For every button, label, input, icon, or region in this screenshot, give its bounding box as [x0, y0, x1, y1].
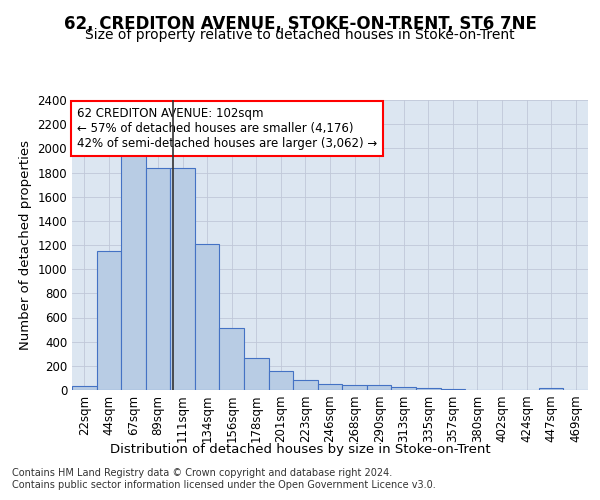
- Bar: [342, 384, 367, 390]
- Bar: [170, 168, 195, 390]
- Y-axis label: Number of detached properties: Number of detached properties: [19, 140, 32, 350]
- Bar: [146, 168, 170, 390]
- Bar: [97, 251, 121, 390]
- Bar: [367, 385, 391, 390]
- Bar: [539, 388, 563, 390]
- Bar: [195, 244, 220, 390]
- Bar: [220, 328, 244, 390]
- Text: Contains HM Land Registry data © Crown copyright and database right 2024.: Contains HM Land Registry data © Crown c…: [12, 468, 392, 477]
- Text: 62 CREDITON AVENUE: 102sqm
← 57% of detached houses are smaller (4,176)
42% of s: 62 CREDITON AVENUE: 102sqm ← 57% of deta…: [77, 108, 377, 150]
- Bar: [416, 388, 440, 390]
- Bar: [293, 380, 318, 390]
- Bar: [244, 358, 269, 390]
- Text: Distribution of detached houses by size in Stoke-on-Trent: Distribution of detached houses by size …: [110, 442, 490, 456]
- Bar: [269, 372, 293, 390]
- Text: Contains public sector information licensed under the Open Government Licence v3: Contains public sector information licen…: [12, 480, 436, 490]
- Bar: [440, 389, 465, 390]
- Bar: [72, 386, 97, 390]
- Bar: [318, 384, 342, 390]
- Bar: [391, 387, 416, 390]
- Text: 62, CREDITON AVENUE, STOKE-ON-TRENT, ST6 7NE: 62, CREDITON AVENUE, STOKE-ON-TRENT, ST6…: [64, 15, 536, 33]
- Bar: [121, 154, 146, 390]
- Text: Size of property relative to detached houses in Stoke-on-Trent: Size of property relative to detached ho…: [85, 28, 515, 42]
